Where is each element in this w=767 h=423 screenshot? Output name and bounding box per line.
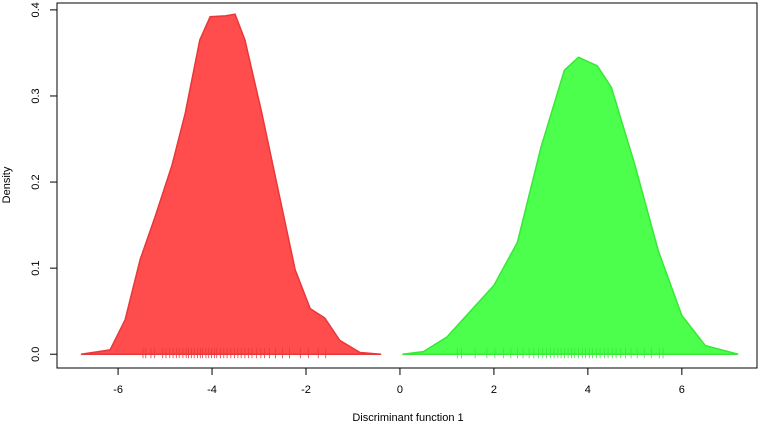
x-tick-label: 6: [679, 384, 685, 396]
y-axis-label: Density: [1, 166, 13, 203]
x-tick-label: 0: [397, 384, 403, 396]
x-axis-label: Discriminant function 1: [352, 412, 463, 423]
y-tick-label: 0.4: [30, 2, 42, 17]
x-tick-label: 2: [491, 384, 497, 396]
x-tick-label: -4: [207, 384, 217, 396]
y-tick-label: 0.1: [30, 260, 42, 275]
y-tick-label: 0.3: [30, 88, 42, 103]
y-tick-label: 0.2: [30, 174, 42, 189]
x-tick-label: 4: [585, 384, 591, 396]
x-tick-label: -2: [301, 384, 311, 396]
density-area: [402, 56, 739, 355]
y-tick-label: 0.0: [30, 347, 42, 362]
density-area: [80, 13, 382, 355]
x-tick-label: -6: [113, 384, 123, 396]
